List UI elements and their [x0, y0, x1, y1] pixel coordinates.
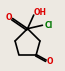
Text: Cl: Cl — [45, 21, 53, 30]
Text: OH: OH — [33, 9, 46, 17]
Text: O: O — [47, 57, 53, 66]
Text: O: O — [6, 13, 12, 22]
